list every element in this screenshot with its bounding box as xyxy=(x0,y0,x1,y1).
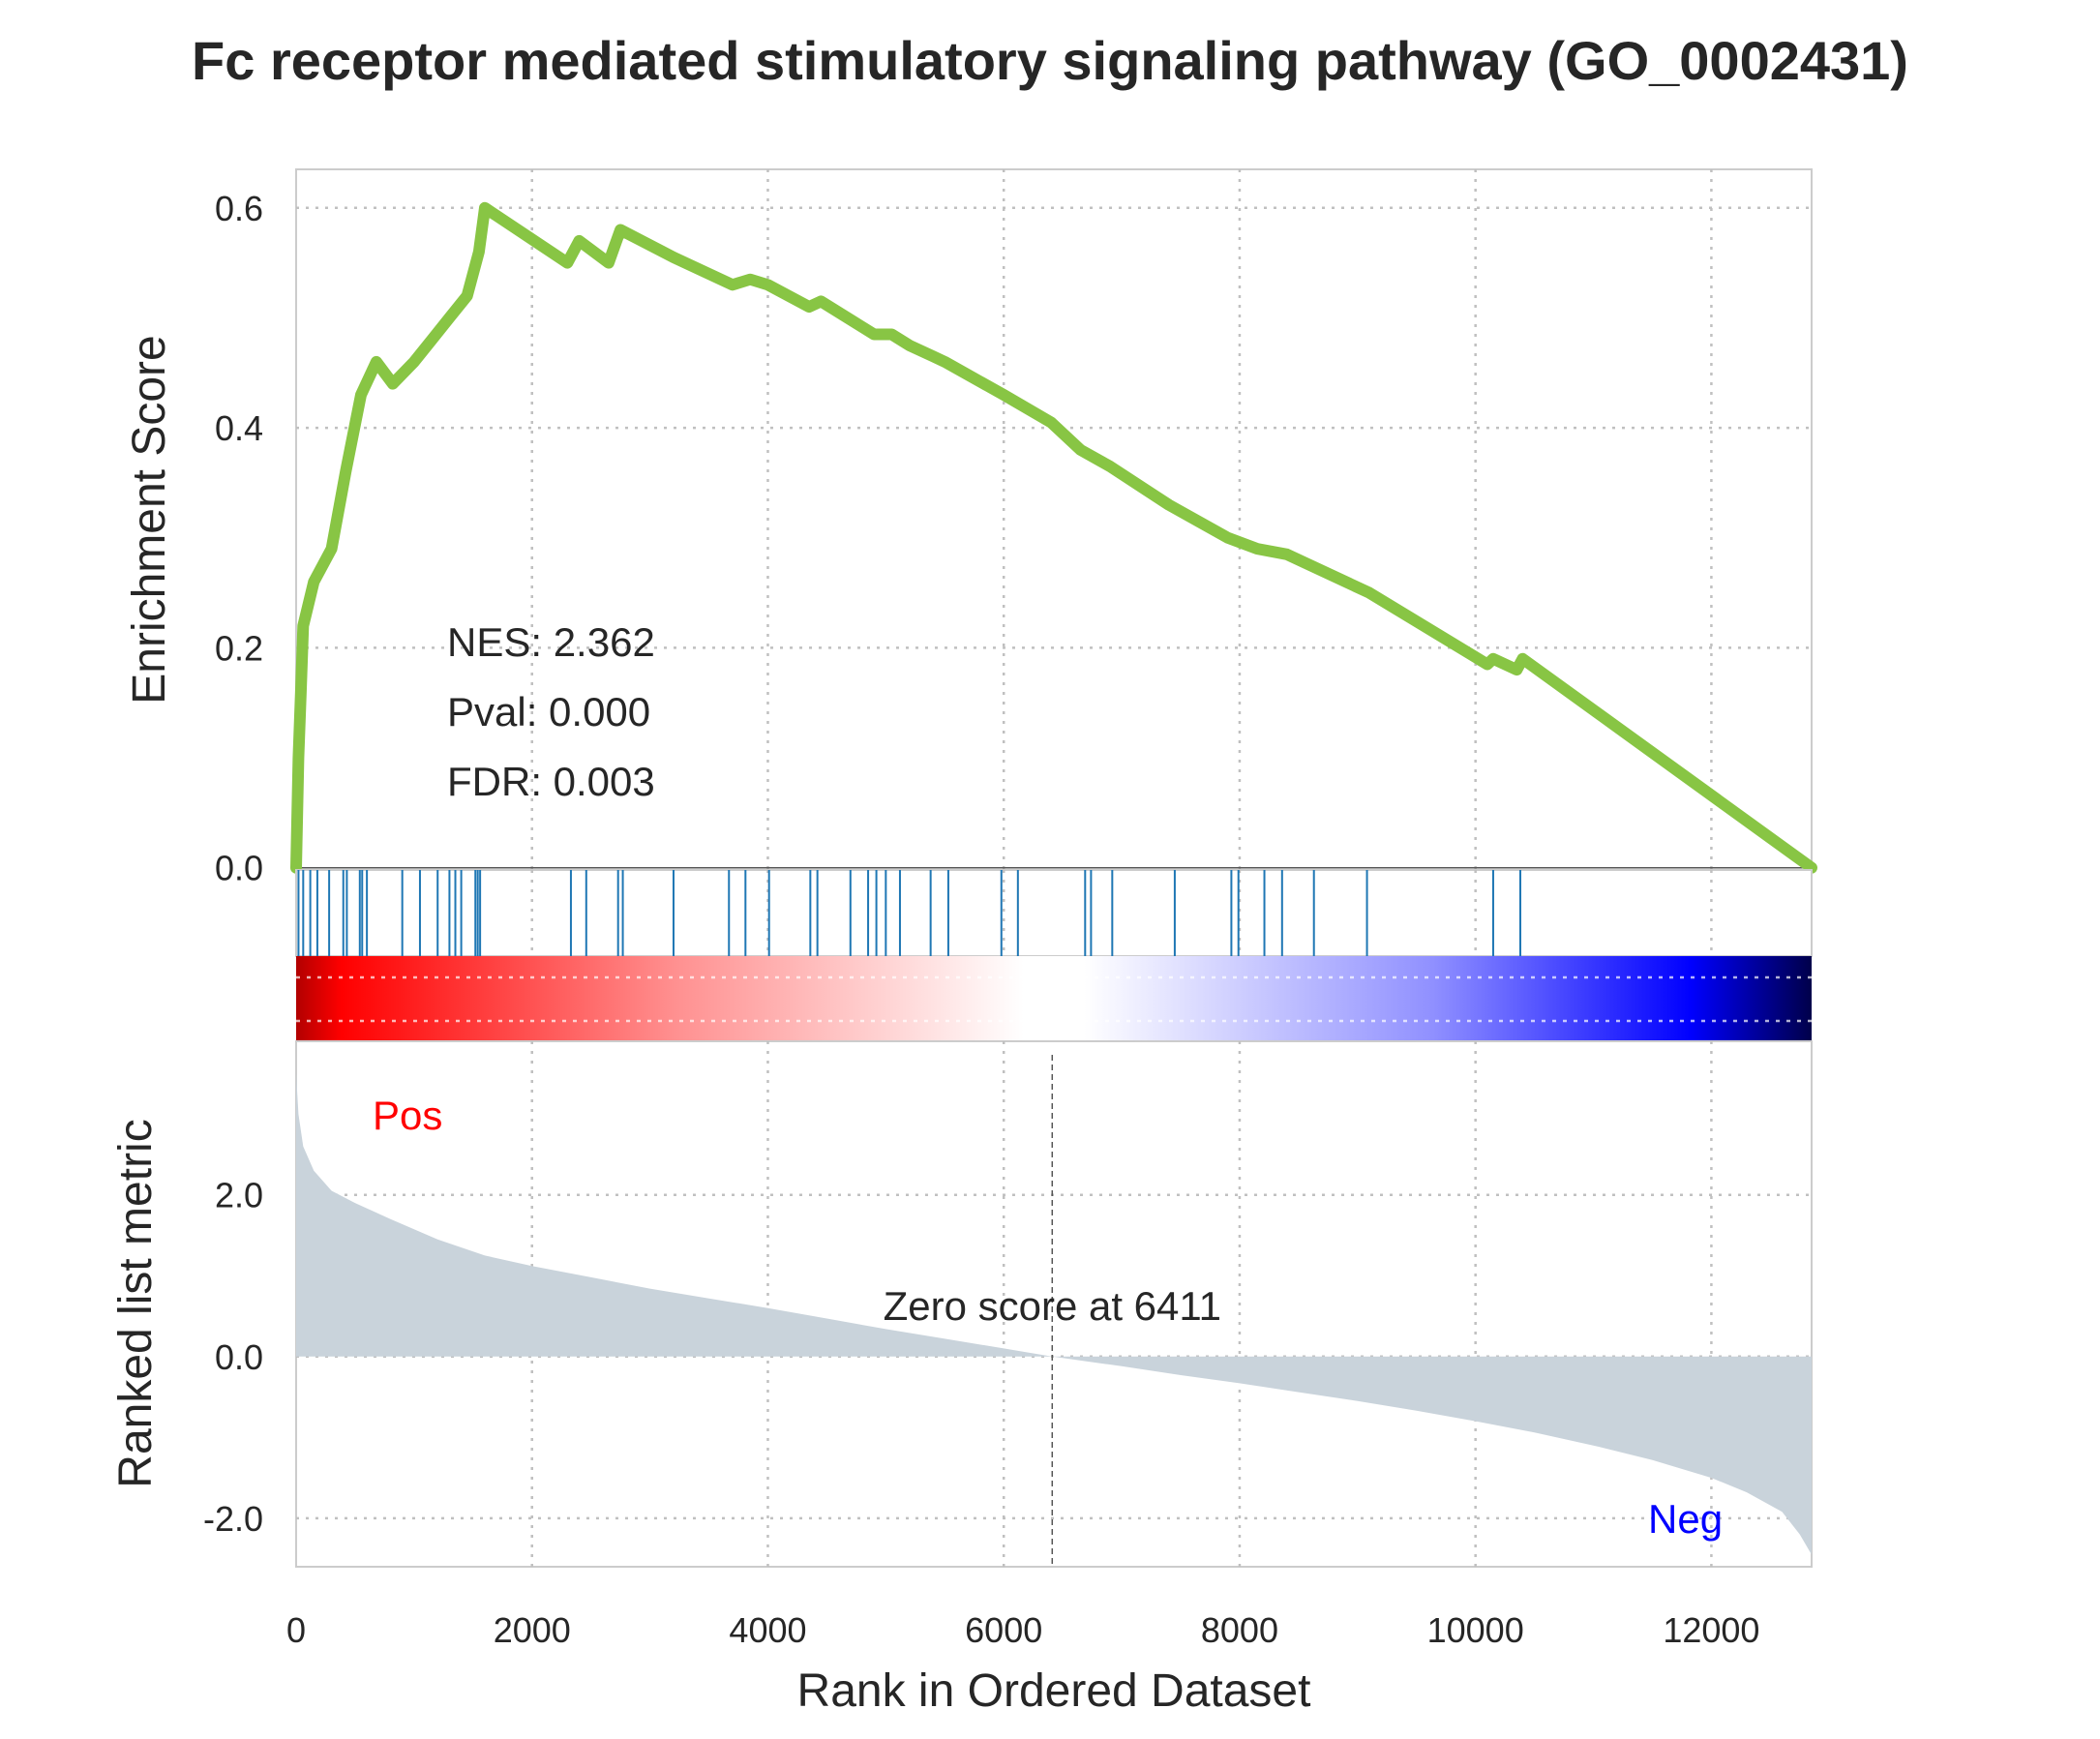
y-tick-label: 0.0 xyxy=(215,1337,263,1377)
enrichment-score-line xyxy=(290,201,1817,874)
rank-heatmap-bar xyxy=(296,956,1812,1041)
x-tick-label: 0 xyxy=(286,1610,306,1650)
neg-label: Neg xyxy=(1648,1496,1723,1542)
chart-title: Fc receptor mediated stimulatory signali… xyxy=(192,30,1908,91)
y-tick-label: 0.4 xyxy=(215,408,263,448)
y-tick-label: 2.0 xyxy=(215,1176,263,1215)
y-tick-label: 0.2 xyxy=(215,628,263,668)
x-tick-label: 8000 xyxy=(1201,1610,1278,1650)
ranked-metric-area xyxy=(296,1073,1812,1555)
ranked-metric-panel: Zero score at 6411 Pos Neg -2.0 0.0 2.0 Ra… xyxy=(110,1040,1813,1568)
x-tick-label: 6000 xyxy=(965,1610,1042,1650)
enrichment-y-ticks: 0.0 0.2 0.4 0.6 xyxy=(215,189,263,888)
enrichment-panel-frame xyxy=(295,168,1813,871)
fdr-annotation: FDR: 0.003 xyxy=(447,759,655,804)
enrichment-y-axis-label: Enrichment Score xyxy=(124,335,175,705)
x-tick-label: 2000 xyxy=(494,1610,571,1650)
rank-heatmap-panel xyxy=(296,956,1812,1041)
y-tick-label: 0.0 xyxy=(215,849,263,888)
ranked-y-axis-label: Ranked list metric xyxy=(110,1119,162,1487)
x-axis-label: Rank in Ordered Dataset xyxy=(797,1665,1311,1717)
x-tick-label: 10000 xyxy=(1427,1610,1524,1650)
nes-annotation: NES: 2.362 xyxy=(447,619,655,665)
pos-label: Pos xyxy=(373,1093,442,1138)
hits-panel-frame xyxy=(295,869,1813,957)
y-tick-label: 0.6 xyxy=(215,189,263,228)
gene-hit-marks xyxy=(297,870,1521,956)
x-tick-label: 4000 xyxy=(729,1610,806,1650)
x-tick-label: 12000 xyxy=(1663,1610,1759,1650)
x-axis-ticks: 0 2000 4000 6000 8000 10000 12000 xyxy=(286,1610,1759,1650)
pval-annotation: Pval: 0.000 xyxy=(447,689,650,735)
ranked-y-ticks: -2.0 0.0 2.0 xyxy=(203,1176,263,1539)
hits-panel xyxy=(295,869,1813,957)
ranked-x-gridlines xyxy=(530,1041,1713,1567)
zero-score-label: Zero score at 6411 xyxy=(884,1283,1221,1329)
enrichment-score-panel: 0.0 0.2 0.4 0.6 NES: 2.362 Pval: 0.000 FDR:… xyxy=(124,168,1817,888)
y-tick-label: -2.0 xyxy=(203,1499,263,1539)
